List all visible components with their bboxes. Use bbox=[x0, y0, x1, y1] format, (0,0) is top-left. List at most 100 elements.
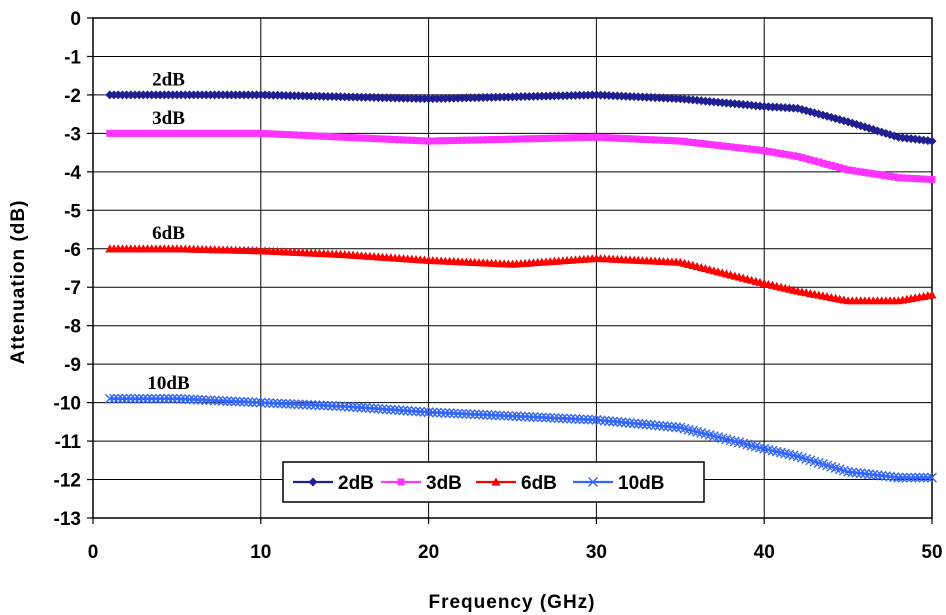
data-point bbox=[293, 399, 304, 410]
data-point bbox=[676, 137, 684, 145]
data-point bbox=[865, 169, 873, 177]
data-point bbox=[666, 421, 677, 432]
x-tick-label: 20 bbox=[418, 542, 439, 563]
data-point bbox=[650, 420, 661, 431]
data-point bbox=[857, 168, 865, 176]
data-point bbox=[429, 137, 437, 145]
data-point bbox=[714, 141, 722, 149]
data-point bbox=[570, 413, 581, 424]
data-point bbox=[662, 421, 673, 432]
legend-marker bbox=[588, 477, 598, 487]
data-point bbox=[234, 396, 245, 407]
data-point bbox=[205, 395, 216, 406]
data-point bbox=[311, 132, 319, 140]
data-point bbox=[907, 174, 915, 182]
data-point bbox=[198, 129, 206, 137]
data-point bbox=[139, 129, 147, 137]
data-point bbox=[654, 420, 665, 431]
data-point bbox=[566, 413, 577, 424]
data-point bbox=[483, 136, 491, 144]
data-point bbox=[769, 148, 777, 156]
data-point bbox=[345, 133, 353, 141]
data-point bbox=[647, 136, 655, 144]
data-point bbox=[356, 402, 367, 413]
data-point bbox=[144, 129, 152, 137]
data-point bbox=[218, 395, 229, 406]
legend-item-10dB: 10dB bbox=[573, 473, 664, 494]
data-point bbox=[276, 398, 287, 409]
data-point bbox=[146, 393, 157, 404]
x-tick-label: 10 bbox=[250, 542, 271, 563]
data-point bbox=[798, 154, 806, 162]
data-point bbox=[906, 472, 917, 483]
data-point bbox=[177, 129, 185, 137]
data-point bbox=[383, 135, 391, 143]
data-point bbox=[592, 133, 600, 141]
data-point bbox=[613, 134, 621, 142]
data-point bbox=[827, 161, 835, 169]
data-point bbox=[832, 163, 840, 171]
data-point bbox=[927, 290, 937, 299]
data-point bbox=[603, 416, 614, 427]
series-group bbox=[104, 90, 937, 483]
data-point bbox=[922, 472, 933, 483]
legend-label: 10dB bbox=[618, 473, 664, 494]
data-point bbox=[735, 144, 743, 152]
data-point bbox=[618, 134, 626, 142]
data-point bbox=[219, 129, 227, 137]
data-point bbox=[341, 133, 349, 141]
data-point bbox=[431, 407, 442, 418]
x-axis-ticks: 0 10 20 30 40 50 bbox=[88, 518, 943, 563]
data-point bbox=[441, 137, 449, 145]
data-point bbox=[851, 119, 861, 129]
data-point bbox=[680, 138, 688, 146]
data-point bbox=[406, 406, 417, 417]
data-point bbox=[918, 472, 929, 483]
data-point bbox=[806, 156, 814, 164]
data-point bbox=[209, 395, 220, 406]
series-annotation: 10dB bbox=[147, 373, 190, 394]
data-point bbox=[773, 149, 781, 157]
data-point bbox=[230, 396, 241, 407]
data-point bbox=[490, 410, 501, 421]
data-point bbox=[583, 414, 594, 425]
data-point bbox=[608, 416, 619, 427]
annotations: 2dB 3dB 6dB 10dB bbox=[147, 69, 190, 394]
data-point bbox=[785, 151, 793, 159]
data-point bbox=[318, 400, 329, 411]
data-point bbox=[823, 160, 831, 168]
data-point bbox=[836, 164, 844, 172]
data-point bbox=[448, 408, 459, 419]
data-point bbox=[399, 136, 407, 144]
data-point bbox=[752, 146, 760, 154]
data-point bbox=[349, 134, 357, 142]
series-6dB bbox=[105, 244, 937, 305]
data-point bbox=[433, 137, 441, 145]
data-point bbox=[815, 158, 823, 166]
data-point bbox=[462, 136, 470, 144]
data-point bbox=[609, 134, 617, 142]
data-point bbox=[486, 410, 497, 421]
data-point bbox=[457, 408, 468, 419]
data-point bbox=[624, 418, 635, 428]
data-point bbox=[352, 402, 363, 413]
data-point bbox=[475, 136, 483, 144]
data-point bbox=[184, 394, 195, 405]
data-point bbox=[532, 412, 543, 423]
data-point bbox=[513, 135, 521, 143]
data-point bbox=[914, 472, 925, 483]
data-point bbox=[641, 419, 652, 430]
data-point bbox=[563, 134, 571, 142]
data-point bbox=[427, 407, 438, 418]
legend-marker bbox=[397, 478, 405, 486]
data-point bbox=[188, 394, 199, 405]
data-point bbox=[171, 393, 182, 404]
data-point bbox=[492, 136, 500, 144]
legend-marker bbox=[491, 477, 501, 486]
data-point bbox=[851, 467, 862, 478]
data-point bbox=[876, 470, 887, 481]
data-point bbox=[852, 167, 860, 175]
data-point bbox=[529, 135, 537, 143]
data-point bbox=[437, 137, 445, 145]
